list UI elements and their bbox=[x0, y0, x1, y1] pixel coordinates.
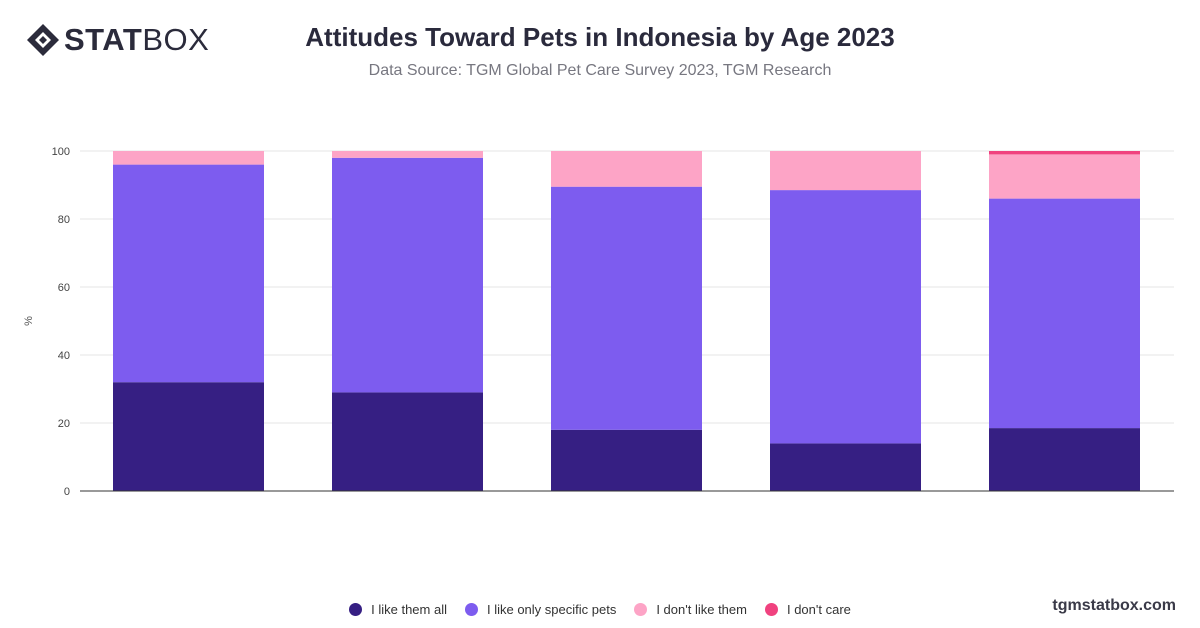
bar-segment-series-1 bbox=[989, 428, 1140, 491]
bar-segment-series-1 bbox=[551, 429, 702, 491]
legend-label: I don't care bbox=[786, 602, 851, 617]
bar-segment-series-2 bbox=[113, 164, 264, 383]
bar-segment-series-2 bbox=[989, 198, 1140, 429]
legend-item: I don't care bbox=[764, 602, 851, 617]
bar-segment-series-1 bbox=[113, 382, 264, 491]
legend-item: I like only specific pets bbox=[464, 602, 617, 617]
bar-stack-2 bbox=[332, 151, 483, 491]
bar-stack-3 bbox=[551, 151, 702, 491]
y-tick-label: 80 bbox=[58, 214, 70, 226]
statbox-logo: STATBOX bbox=[26, 22, 209, 58]
footer-url: tgmstatbox.com bbox=[1052, 597, 1176, 614]
bar-segment-series-4 bbox=[989, 151, 1140, 155]
diamond-logo-icon bbox=[27, 24, 59, 56]
y-tick-label: 40 bbox=[58, 350, 70, 362]
y-tick-label: 0 bbox=[64, 486, 70, 498]
bar-segment-series-3 bbox=[332, 151, 483, 158]
bar-layer bbox=[113, 151, 1140, 491]
bar-segment-series-3 bbox=[989, 154, 1140, 199]
stacked-bar-chart: 0 20 40 60 80 100% bbox=[23, 146, 1174, 498]
legend-label: I like only specific pets bbox=[486, 602, 617, 617]
bar-segment-series-1 bbox=[332, 392, 483, 491]
legend-item: I like them all bbox=[349, 602, 447, 617]
logo-text: STATBOX bbox=[64, 22, 209, 58]
bar-segment-series-1 bbox=[770, 443, 921, 491]
bar-segment-series-3 bbox=[551, 151, 702, 187]
y-tick-label: 20 bbox=[58, 418, 70, 430]
bar-stack-4 bbox=[770, 151, 921, 491]
chart-legend: I like them all I like only specific pets… bbox=[0, 602, 1200, 617]
bar-stack-5 bbox=[989, 151, 1140, 491]
legend-label: I like them all bbox=[371, 602, 447, 617]
legend-swatch bbox=[634, 603, 648, 616]
legend-swatch bbox=[349, 603, 363, 616]
y-axis-label: % bbox=[23, 316, 35, 326]
axis-layer: 0 20 40 60 80 100% bbox=[23, 146, 1174, 498]
legend-label: I don't like them bbox=[656, 602, 747, 617]
bar-stack-1 bbox=[113, 151, 264, 491]
bar-segment-series-2 bbox=[551, 186, 702, 430]
chart-subtitle: Data Source: TGM Global Pet Care Survey … bbox=[368, 62, 832, 79]
y-tick-label: 60 bbox=[58, 282, 70, 294]
bar-segment-series-3 bbox=[770, 151, 921, 191]
legend-swatch bbox=[464, 603, 478, 616]
chart-title: Attitudes Toward Pets in Indonesia by Ag… bbox=[305, 22, 895, 52]
logo-text-light: BOX bbox=[142, 22, 210, 57]
logo-text-bold: STAT bbox=[64, 22, 143, 57]
legend-item: I don't like them bbox=[634, 602, 747, 617]
y-tick-label: 100 bbox=[52, 146, 70, 158]
bar-segment-series-3 bbox=[113, 151, 264, 165]
bar-segment-series-2 bbox=[770, 190, 921, 444]
bar-segment-series-2 bbox=[332, 157, 483, 393]
legend-swatch bbox=[764, 603, 778, 616]
